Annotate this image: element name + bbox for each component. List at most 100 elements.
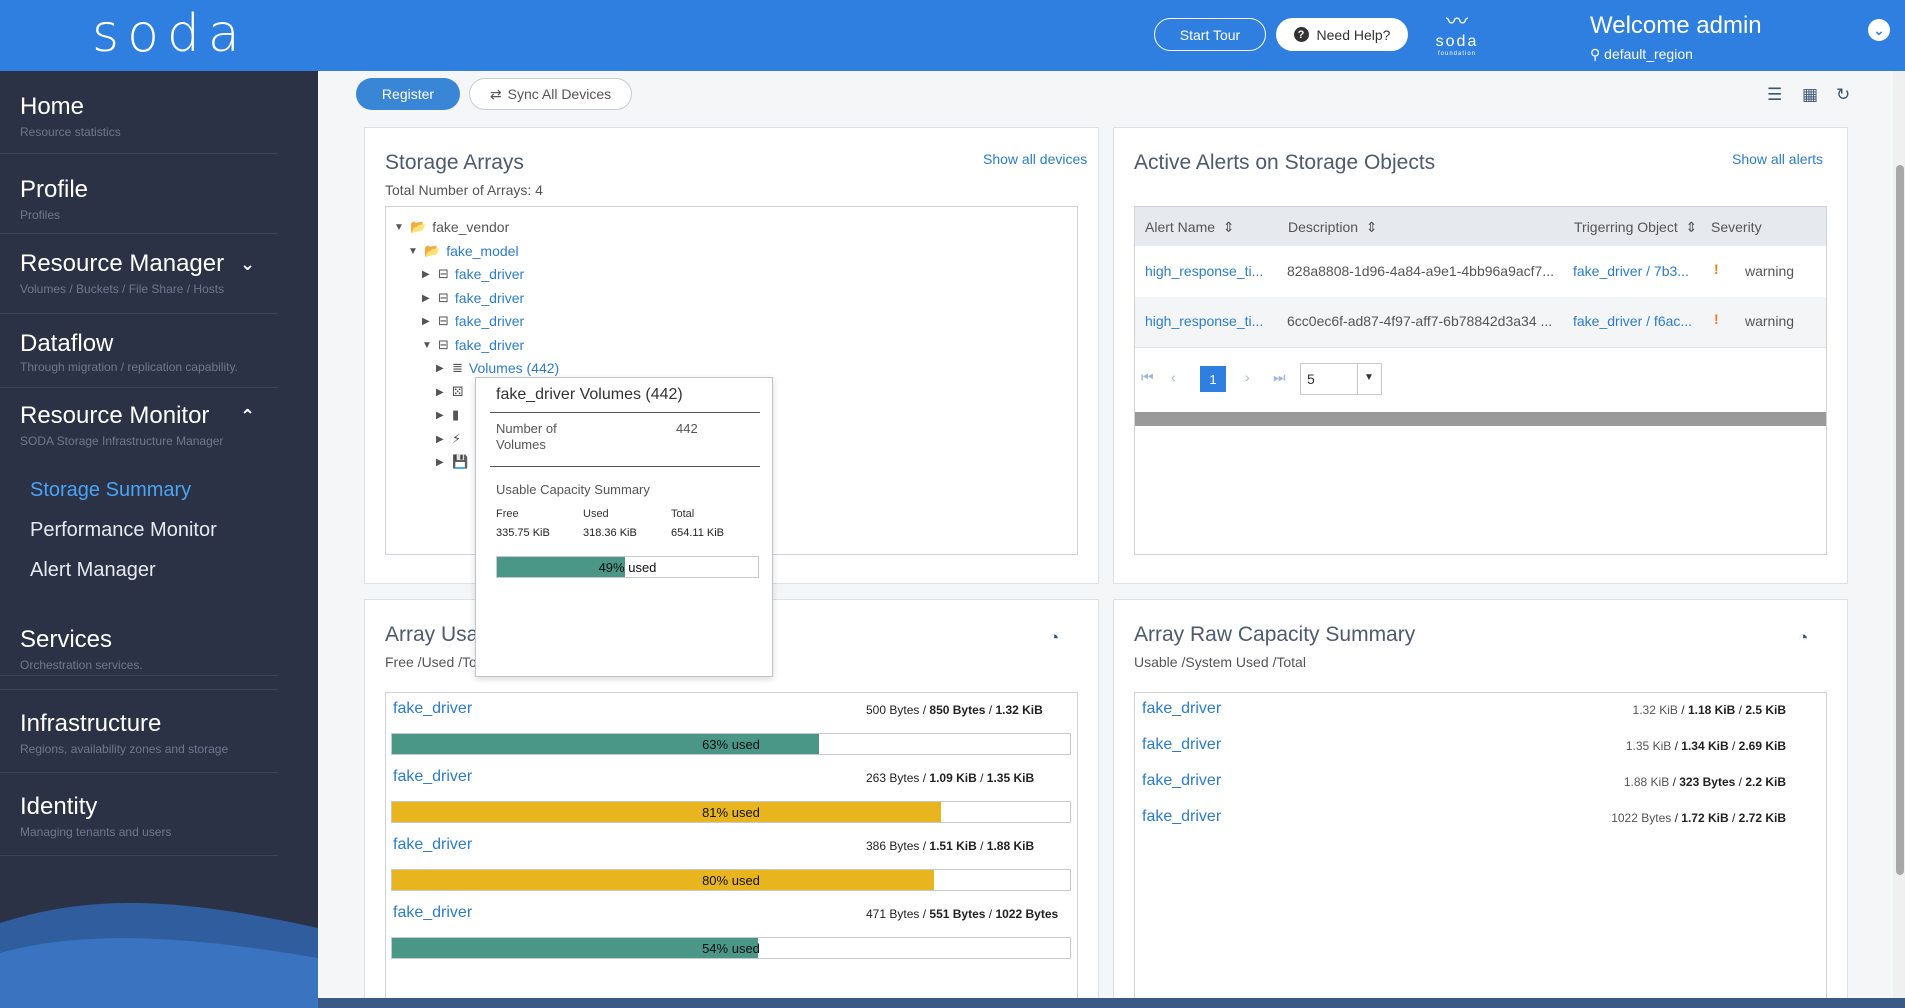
- sidebar-item-services[interactable]: Services Orchestration services.: [0, 606, 278, 690]
- usage-bar-fill: [392, 938, 759, 958]
- sync-arrows-icon: ⇄: [489, 85, 502, 102]
- caret-down-icon: ▼: [408, 245, 418, 257]
- usage-array-link[interactable]: fake_driver: [393, 700, 473, 717]
- sidebar-item-resource-monitor[interactable]: Resource Monitor ⌃ SODA Storage Infrastr…: [0, 388, 278, 676]
- tree-node-driver[interactable]: ▶ ⊟ fake_driver: [422, 290, 525, 306]
- caret-right-icon: ▶: [436, 456, 444, 468]
- region-label: ⚲ default_region: [1590, 46, 1693, 62]
- exclamation-icon: !: [1714, 261, 1719, 277]
- hard-drive-icon: ⊟: [438, 337, 449, 352]
- plug-icon: ⚡: [452, 431, 462, 446]
- subnav-performance-monitor[interactable]: Performance Monitor: [30, 519, 217, 541]
- soda-logo[interactable]: soda: [92, 4, 248, 64]
- tree-node-driver[interactable]: ▶ ⊟ fake_driver: [422, 266, 525, 282]
- usage-bar-label: 63% used: [702, 736, 760, 752]
- start-tour-button[interactable]: Start Tour: [1154, 18, 1266, 51]
- tooltip-number-value: 442: [676, 421, 698, 436]
- tree-node-pools[interactable]: ▶ ⚄: [436, 384, 463, 400]
- need-help-label: Need Help?: [1316, 26, 1391, 43]
- caret-right-icon: ▶: [422, 292, 430, 304]
- next-page-icon[interactable]: ›: [1245, 369, 1250, 385]
- sidebar-item-dataflow[interactable]: Dataflow Through migration / replication…: [0, 314, 278, 388]
- disk-icon: ▮: [452, 407, 460, 422]
- raw-capacity-array-link[interactable]: fake_driver: [1142, 808, 1222, 825]
- list-view-icon[interactable]: ☰: [1767, 85, 1783, 104]
- tooltip-number-label: Number of Volumes: [496, 421, 557, 452]
- raw-capacity-array-link[interactable]: fake_driver: [1142, 772, 1222, 789]
- column-header-description[interactable]: Description ⇕: [1288, 218, 1378, 236]
- question-circle-icon: ?: [1293, 27, 1309, 42]
- raw-capacity-subtitle: Usable /System Used /Total: [1134, 654, 1306, 670]
- subnav-storage-summary[interactable]: Storage Summary: [30, 479, 192, 501]
- usage-array-link[interactable]: fake_driver: [393, 768, 473, 785]
- tree-node-vendor[interactable]: ▼ 📂 fake_vendor: [394, 219, 510, 235]
- need-help-button[interactable]: ? Need Help?: [1276, 18, 1408, 51]
- caret-down-icon: ▼: [422, 339, 432, 351]
- save-icon: 💾: [452, 454, 469, 469]
- tree-node-volumes[interactable]: ▶ ≣ Volumes (442): [436, 360, 560, 376]
- subnav-alert-manager[interactable]: Alert Manager: [30, 559, 156, 581]
- chevron-down-icon: ⌄: [240, 254, 256, 274]
- sidebar: Home Resource statistics Profile Profile…: [0, 71, 318, 1008]
- array-usage-title: Array Usa: [385, 623, 479, 646]
- tooltip-title: fake_driver Volumes (442): [496, 386, 683, 403]
- usage-bar-fill: [392, 734, 820, 754]
- alerts-table-header: [1135, 207, 1826, 246]
- folder-open-icon: 📂: [424, 243, 441, 258]
- tree-node-driver[interactable]: ▶ ⊟ fake_driver: [422, 313, 525, 329]
- tree-node-driver[interactable]: ▼ ⊟ fake_driver: [422, 337, 525, 353]
- first-page-icon[interactable]: ⏮: [1141, 369, 1154, 385]
- usage-bar-fill: [392, 802, 942, 822]
- raw-capacity-values: 1.35 KiB / 1.34 KiB / 2.69 KiB: [1625, 739, 1786, 753]
- usage-array-link[interactable]: fake_driver: [393, 904, 473, 921]
- pie-chart-icon[interactable]: ◔: [1798, 628, 1809, 647]
- show-all-devices-link[interactable]: Show all devices: [983, 151, 1088, 167]
- sidebar-item-resource-manager[interactable]: Resource Manager ⌄ Volumes / Buckets / F…: [0, 234, 278, 314]
- column-header-severity[interactable]: Severity: [1711, 219, 1762, 235]
- usage-bar: 80% used: [391, 869, 1071, 891]
- refresh-icon[interactable]: ↻: [1836, 85, 1851, 104]
- sync-all-devices-button[interactable]: ⇄ Sync All Devices: [469, 78, 632, 110]
- raw-capacity-panel: [1134, 692, 1827, 1008]
- sidebar-item-infrastructure[interactable]: Infrastructure Regions, availability zon…: [0, 690, 278, 773]
- top-bar: soda Start Tour ? Need Help? 〰 soda foun…: [0, 0, 1905, 71]
- grid-view-icon[interactable]: ▦: [1802, 85, 1819, 104]
- column-header-trigerring-object[interactable]: Trigerring Object ⇕: [1574, 218, 1698, 236]
- usage-values: 386 Bytes / 1.51 KiB / 1.88 KiB: [866, 839, 1035, 853]
- alerts-table: [1134, 206, 1827, 555]
- raw-capacity-values: 1.32 KiB / 1.18 KiB / 2.5 KiB: [1632, 703, 1786, 717]
- tree-node-ports[interactable]: ▶ ⚡: [436, 431, 461, 447]
- show-all-alerts-link[interactable]: Show all alerts: [1732, 151, 1824, 167]
- previous-page-icon[interactable]: ‹: [1171, 369, 1176, 385]
- sidebar-item-profile[interactable]: Profile Profiles: [0, 154, 278, 234]
- sort-icon: ⇕: [1222, 218, 1235, 235]
- sidebar-item-home[interactable]: Home Resource statistics: [0, 71, 278, 154]
- tree-node-disks[interactable]: ▶ ▮: [436, 407, 459, 423]
- usage-array-link[interactable]: fake_driver: [393, 836, 473, 853]
- caret-right-icon: ▶: [436, 409, 444, 421]
- footer-strip: [318, 998, 1905, 1008]
- page-number-button[interactable]: 1: [1200, 366, 1226, 392]
- tooltip-usage-bar: 49% used: [496, 556, 759, 578]
- raw-capacity-array-link[interactable]: fake_driver: [1142, 736, 1222, 753]
- usage-bar-label: 80% used: [702, 872, 760, 888]
- register-button[interactable]: Register: [356, 78, 460, 110]
- alerts-title: Active Alerts on Storage Objects: [1134, 151, 1436, 174]
- caret-down-icon: ▼: [394, 221, 404, 233]
- column-header-alert-name[interactable]: Alert Name ⇕: [1145, 218, 1235, 236]
- horizontal-scrollbar[interactable]: [1135, 412, 1826, 426]
- cubes-icon: ⚄: [452, 384, 464, 399]
- page-size-select[interactable]: 5 ▼: [1300, 363, 1382, 395]
- page-scrollbar-thumb[interactable]: [1896, 165, 1904, 875]
- hard-drive-icon: ⊟: [438, 266, 449, 281]
- last-page-icon[interactable]: ⏭: [1273, 369, 1286, 385]
- tree-node-model[interactable]: ▼ 📂 fake_model: [408, 243, 519, 259]
- raw-capacity-array-link[interactable]: fake_driver: [1142, 700, 1222, 717]
- sidebar-item-identity[interactable]: Identity Managing tenants and users: [0, 773, 278, 856]
- storage-arrays-title: Storage Arrays: [385, 151, 524, 174]
- dolphin-icon: 〰: [1445, 9, 1468, 34]
- tree-node-controllers[interactable]: ▶ 💾: [436, 454, 468, 470]
- exclamation-icon: !: [1714, 311, 1719, 327]
- pie-chart-icon[interactable]: ◔: [1049, 628, 1060, 647]
- user-menu-chevron-icon[interactable]: ⌄: [1868, 19, 1890, 41]
